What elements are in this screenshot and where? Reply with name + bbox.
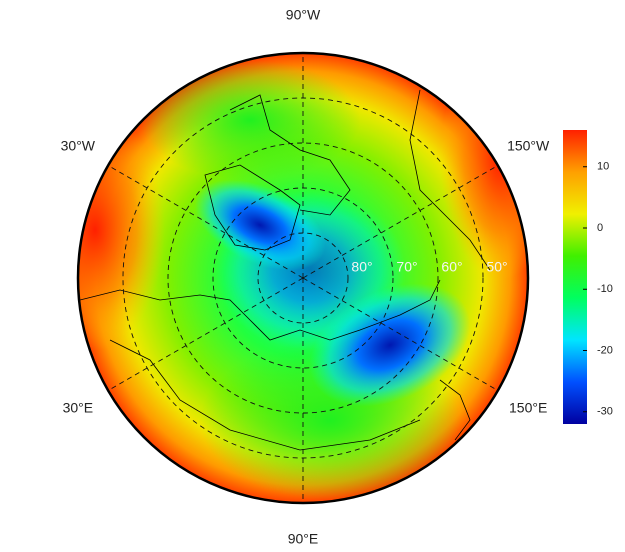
- longitude-label: 150°E: [509, 400, 547, 416]
- map-border: [76, 51, 530, 505]
- colorbar-tick-label: -10: [597, 283, 613, 295]
- graticule: [107, 53, 499, 503]
- colorbar-tick-label: -20: [597, 344, 613, 356]
- colorbar-tick-label: -30: [597, 406, 613, 418]
- longitude-label: 90°E: [288, 531, 319, 547]
- meridian: [107, 277, 304, 391]
- longitude-label: 30°E: [63, 400, 94, 416]
- temperature-field: [78, 53, 528, 503]
- colorbar: [563, 130, 587, 424]
- longitude-label: 90°W: [286, 7, 321, 23]
- meridian: [302, 165, 499, 279]
- longitude-label: 150°W: [507, 138, 550, 154]
- latitude-label: 60°: [441, 259, 462, 275]
- longitude-label: 30°W: [61, 138, 96, 154]
- colorbar-tick-label: 10: [597, 161, 609, 173]
- latitude-label: 70°: [396, 259, 417, 275]
- latitude-label: 80°: [351, 259, 372, 275]
- colorbar-tick-label: 0: [597, 222, 603, 234]
- latitude-label: 50°: [486, 259, 507, 275]
- meridian: [107, 165, 304, 279]
- meridian: [302, 277, 499, 391]
